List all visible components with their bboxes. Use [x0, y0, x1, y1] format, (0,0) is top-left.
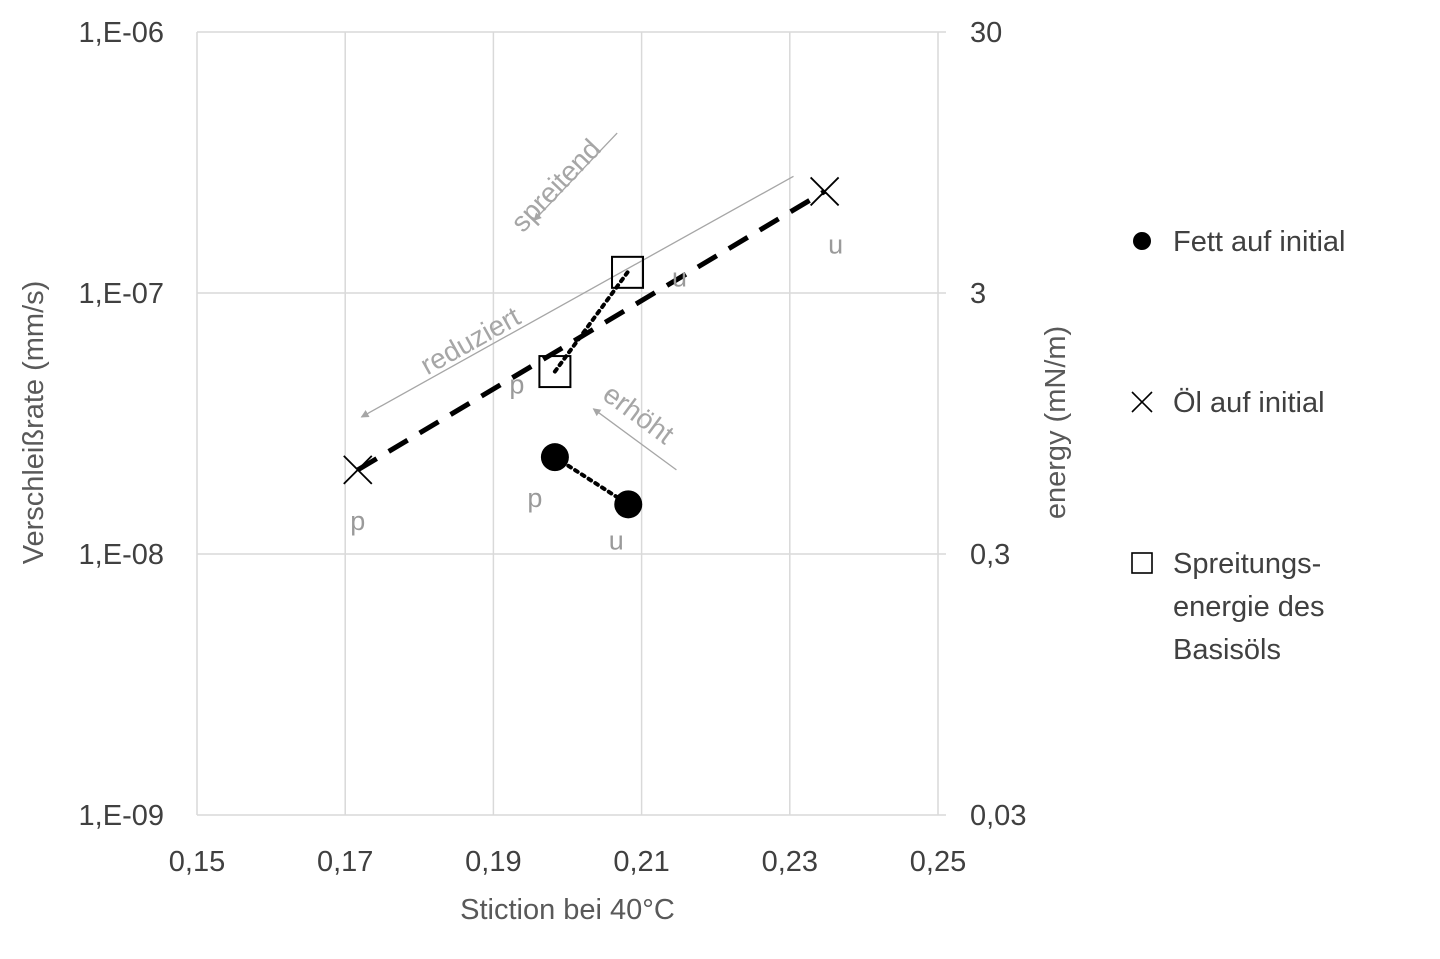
data-point-label: u [672, 262, 687, 292]
data-point-label: u [609, 525, 624, 555]
data-point-stroke [343, 455, 373, 485]
series-connector-2 [552, 270, 630, 374]
legend-label: energie des [1173, 591, 1325, 623]
y-tick-label: 1,E-06 [79, 17, 164, 49]
legend-label: Spreitungs- [1173, 548, 1321, 580]
open-square-icon [1131, 552, 1153, 574]
series-connector-0 [552, 455, 631, 507]
data-point-stroke [809, 176, 840, 207]
x-axis-title: Stiction bei 40°C [460, 894, 675, 926]
y2-tick-label: 30 [970, 17, 1002, 49]
legend-label: Fett auf initial [1173, 226, 1345, 258]
data-point [540, 443, 569, 472]
x-tick-label: 0,17 [317, 846, 373, 878]
grid [196, 31, 946, 816]
y-tick-label: 1,E-07 [79, 278, 164, 310]
x-tick-label: 0,19 [465, 846, 521, 878]
data-point [538, 355, 572, 389]
annotation-arrow [592, 408, 677, 471]
legend-label: Öl auf initial [1173, 387, 1325, 419]
y-axis-title: Verschleißrate (mm/s) [18, 281, 50, 565]
x-mark-stroke [1131, 391, 1153, 413]
data-point [343, 455, 373, 485]
legend: Fett auf initial Öl auf initial Spreitungs… [1131, 226, 1345, 666]
x-tick-label: 0,21 [613, 846, 669, 878]
series: p u p u p u [343, 176, 843, 555]
data-point-label: p [350, 506, 365, 536]
annotation-arrow [533, 132, 618, 221]
annotation-arrow [360, 175, 794, 418]
data-point-label: p [509, 370, 524, 400]
data-point-label: u [828, 229, 843, 259]
y2-tick-label: 0,03 [970, 800, 1026, 832]
series-connector-1 [356, 189, 826, 473]
y-tick-label: 1,E-08 [79, 539, 164, 571]
x-tick-label: 0,15 [169, 846, 225, 878]
y2-axis-title: energy (mN/m) [1040, 326, 1072, 519]
filled-circle-icon [1133, 232, 1151, 250]
x-tick-label: 0,25 [910, 846, 966, 878]
x-tick-label: 0,23 [762, 846, 818, 878]
data-point [611, 255, 645, 289]
data-point [809, 176, 840, 207]
data-point-label: p [527, 483, 542, 513]
axes: 0,15 0,17 0,19 0,21 0,23 0,25 1,E-09 1,E-08 1,E-… [18, 17, 1072, 926]
y-tick-label: 1,E-09 [79, 800, 164, 832]
y2-tick-label: 0,3 [970, 539, 1010, 571]
legend-label: Basisöls [1173, 634, 1281, 666]
x-mark-icon [1131, 391, 1153, 413]
y2-tick-label: 3 [970, 278, 986, 310]
data-point [614, 490, 643, 519]
